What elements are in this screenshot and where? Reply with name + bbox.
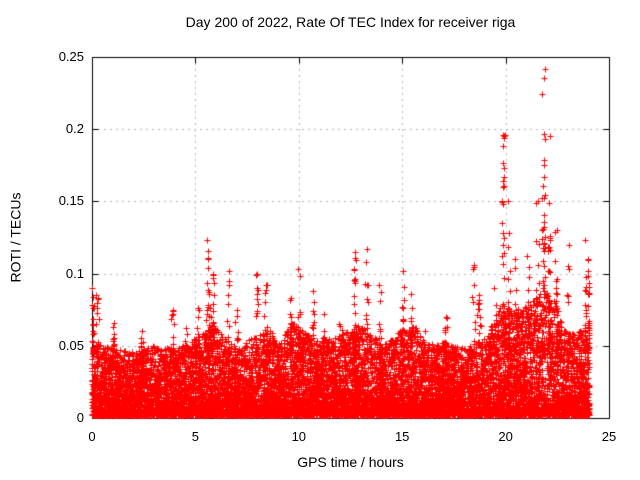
y-tick-label: 0.25 — [58, 49, 84, 64]
y-axis-label: ROTI / TECUs — [7, 192, 24, 283]
y-tick-label: 0.05 — [58, 337, 84, 353]
x-tick-label: 5 — [191, 429, 199, 444]
y-tick-label: 0.2 — [65, 121, 84, 137]
x-tick-label: 20 — [498, 429, 513, 444]
y-tick-label: 0.15 — [58, 193, 84, 209]
x-tick-label: 15 — [394, 429, 410, 444]
x-axis-label: GPS time / hours — [297, 454, 404, 470]
y-tick-label: 0 — [76, 410, 84, 425]
y-tick-label: 0.1 — [65, 265, 84, 281]
x-tick-label: 0 — [88, 429, 96, 444]
x-tick-label: 10 — [291, 429, 307, 444]
chart-title: Day 200 of 2022, Rate Of TEC Index for r… — [185, 14, 516, 30]
x-tick-label: 25 — [601, 429, 617, 444]
